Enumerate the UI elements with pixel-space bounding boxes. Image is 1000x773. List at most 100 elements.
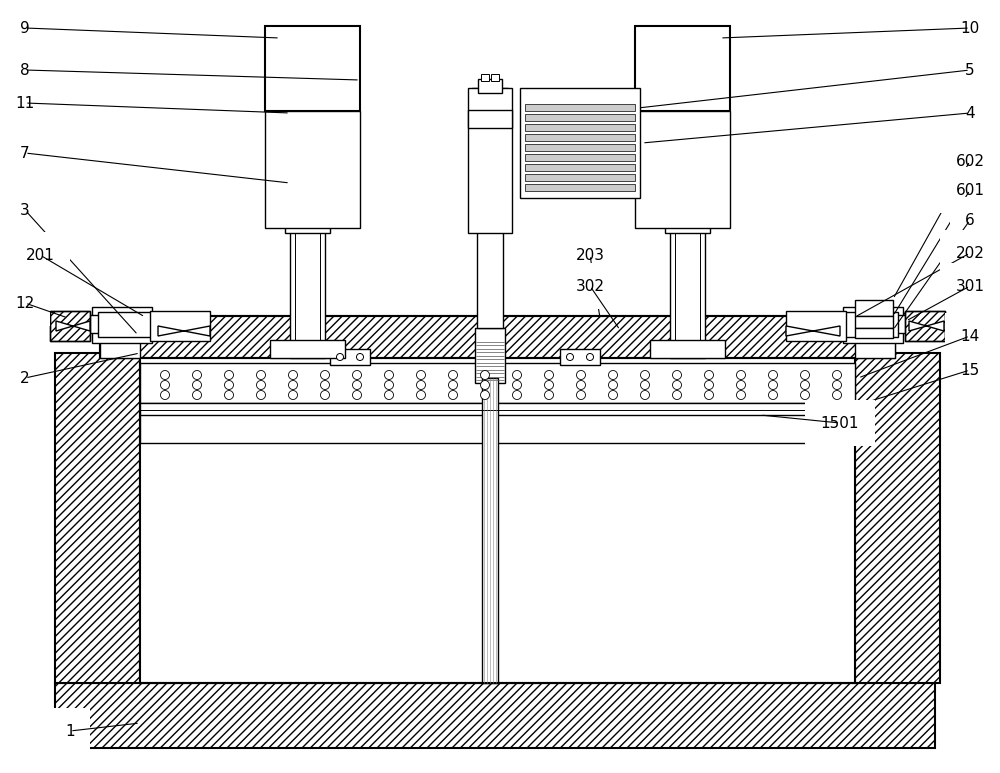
Bar <box>482 378 498 683</box>
Circle shape <box>321 370 330 380</box>
Circle shape <box>193 390 202 400</box>
Circle shape <box>640 390 650 400</box>
Circle shape <box>289 380 298 390</box>
Circle shape <box>608 370 618 380</box>
Circle shape <box>321 390 330 400</box>
Bar <box>481 74 489 81</box>
Circle shape <box>353 380 362 390</box>
Bar <box>855 316 893 328</box>
Text: 7: 7 <box>20 145 30 161</box>
Circle shape <box>768 370 778 380</box>
Bar <box>472 88 508 228</box>
Bar <box>665 88 710 233</box>
Circle shape <box>384 390 394 400</box>
Bar <box>285 88 330 233</box>
Circle shape <box>640 370 650 380</box>
Text: 301: 301 <box>956 278 984 294</box>
Bar <box>675 93 700 358</box>
Bar <box>560 349 600 365</box>
Bar <box>477 228 503 328</box>
Bar <box>92 307 152 343</box>
Circle shape <box>544 380 554 390</box>
Circle shape <box>608 390 618 400</box>
Bar <box>140 415 855 443</box>
Text: 601: 601 <box>956 182 984 197</box>
Circle shape <box>193 370 202 380</box>
Bar <box>265 26 360 111</box>
Circle shape <box>544 390 554 400</box>
Circle shape <box>449 370 458 380</box>
Bar <box>290 93 325 358</box>
Bar <box>525 114 635 121</box>
Polygon shape <box>786 326 840 336</box>
Circle shape <box>161 390 170 400</box>
Bar <box>270 340 345 358</box>
Circle shape <box>832 380 842 390</box>
Circle shape <box>481 370 490 380</box>
Text: 602: 602 <box>956 154 984 169</box>
Text: 1501: 1501 <box>821 416 859 431</box>
Text: 14: 14 <box>960 329 980 343</box>
Circle shape <box>608 380 618 390</box>
Circle shape <box>353 390 362 400</box>
Circle shape <box>800 370 810 380</box>
Bar <box>850 320 895 330</box>
Circle shape <box>289 390 298 400</box>
Circle shape <box>481 380 490 390</box>
Circle shape <box>449 380 458 390</box>
Circle shape <box>353 370 362 380</box>
Bar <box>140 363 855 403</box>
Text: 2: 2 <box>20 370 30 386</box>
Bar <box>670 93 705 358</box>
Circle shape <box>256 390 266 400</box>
Bar <box>468 88 512 233</box>
Circle shape <box>576 390 586 400</box>
Bar <box>100 320 145 330</box>
Text: 15: 15 <box>960 363 980 377</box>
Text: 4: 4 <box>965 105 975 121</box>
Text: 8: 8 <box>20 63 30 77</box>
Bar <box>525 144 635 151</box>
Bar <box>843 312 898 337</box>
Bar <box>150 311 210 341</box>
Circle shape <box>672 370 682 380</box>
Bar <box>525 164 635 171</box>
Bar <box>786 311 846 341</box>
Circle shape <box>256 370 266 380</box>
Bar <box>855 353 940 683</box>
Text: 1: 1 <box>65 724 75 738</box>
Bar <box>905 311 945 341</box>
Bar <box>670 88 705 228</box>
Text: 6: 6 <box>965 213 975 227</box>
Text: 203: 203 <box>576 247 604 263</box>
Bar <box>525 184 635 191</box>
Bar <box>891 315 913 333</box>
Text: 302: 302 <box>576 278 604 294</box>
Polygon shape <box>158 326 210 336</box>
Bar <box>295 93 320 358</box>
Bar <box>468 110 512 128</box>
Circle shape <box>256 380 266 390</box>
Bar <box>525 104 635 111</box>
Circle shape <box>586 353 594 360</box>
Circle shape <box>481 390 490 400</box>
Circle shape <box>640 380 650 390</box>
Text: 202: 202 <box>956 246 984 261</box>
Circle shape <box>832 390 842 400</box>
Bar <box>100 316 140 358</box>
Bar <box>491 74 499 81</box>
Bar <box>491 210 496 215</box>
Circle shape <box>417 390 426 400</box>
Circle shape <box>566 353 574 360</box>
Circle shape <box>225 370 234 380</box>
Bar <box>265 111 360 228</box>
Circle shape <box>449 390 458 400</box>
Bar <box>525 154 635 161</box>
Circle shape <box>800 390 810 400</box>
Bar <box>100 308 145 318</box>
Circle shape <box>576 380 586 390</box>
Circle shape <box>193 380 202 390</box>
Circle shape <box>512 370 522 380</box>
Circle shape <box>384 370 394 380</box>
Circle shape <box>289 370 298 380</box>
